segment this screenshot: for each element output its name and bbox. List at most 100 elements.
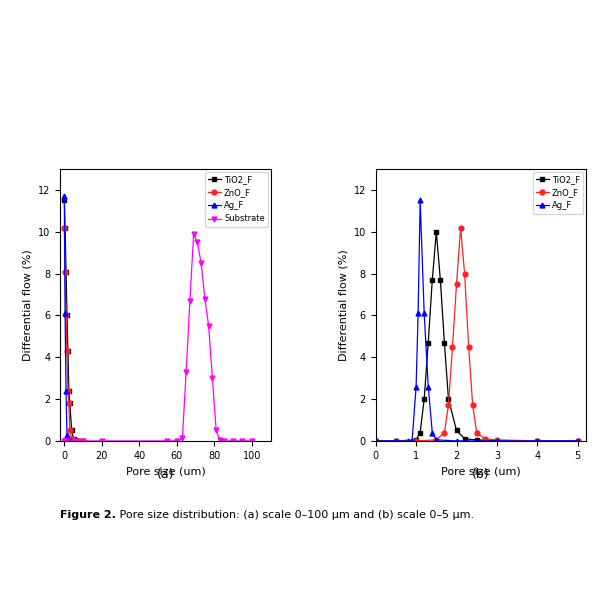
- ZnO_F: [79, 437, 86, 445]
- Substrate: [205, 323, 212, 330]
- Substrate: [209, 374, 216, 382]
- ZnO_F: [449, 343, 456, 350]
- TiO2_F: [417, 429, 424, 436]
- ZnO_F: [63, 347, 71, 355]
- Ag_F: [420, 310, 428, 317]
- Substrate: [213, 427, 220, 434]
- Substrate: [182, 368, 190, 376]
- TiO2_F: [432, 228, 440, 236]
- Substrate: [62, 437, 69, 445]
- Line: ZnO_F: ZnO_F: [373, 225, 580, 443]
- Ag_F: [68, 437, 76, 445]
- Ag_F: [414, 310, 422, 317]
- ZnO_F: [392, 437, 399, 445]
- Legend: TiO2_F, ZnO_F, Ag_F: TiO2_F, ZnO_F, Ag_F: [533, 172, 583, 214]
- ZnO_F: [76, 437, 83, 445]
- ZnO_F: [574, 437, 582, 445]
- Ag_F: [405, 437, 412, 445]
- TiO2_F: [429, 276, 436, 283]
- Ag_F: [429, 429, 436, 436]
- Line: Ag_F: Ag_F: [62, 194, 76, 443]
- Substrate: [98, 437, 105, 445]
- ZnO_F: [534, 437, 541, 445]
- Substrate: [220, 437, 227, 445]
- TiO2_F: [66, 400, 74, 407]
- Text: Figure 2.: Figure 2.: [60, 510, 117, 521]
- Substrate: [60, 437, 68, 445]
- ZnO_F: [62, 312, 69, 319]
- ZnO_F: [62, 268, 69, 275]
- Substrate: [248, 437, 255, 445]
- TiO2_F: [445, 396, 452, 403]
- TiO2_F: [65, 387, 72, 394]
- Substrate: [179, 435, 186, 442]
- Substrate: [201, 295, 208, 303]
- Ag_F: [62, 310, 69, 317]
- ZnO_F: [461, 270, 468, 277]
- Line: ZnO_F: ZnO_F: [62, 225, 85, 443]
- Y-axis label: Differential flow (%): Differential flow (%): [23, 249, 33, 361]
- TiO2_F: [574, 437, 582, 445]
- TiO2_F: [76, 437, 83, 445]
- ZnO_F: [372, 437, 379, 445]
- Ag_F: [62, 387, 69, 394]
- ZnO_F: [469, 402, 477, 409]
- TiO2_F: [441, 339, 448, 346]
- X-axis label: Pore size (um): Pore size (um): [441, 466, 521, 476]
- TiO2_F: [62, 268, 69, 275]
- Ag_F: [413, 383, 420, 390]
- ZnO_F: [473, 429, 480, 436]
- Substrate: [216, 436, 223, 443]
- ZnO_F: [481, 435, 489, 443]
- ZnO_F: [453, 280, 460, 288]
- ZnO_F: [61, 224, 68, 231]
- X-axis label: Pore size (um): Pore size (um): [126, 466, 205, 476]
- Line: Substrate: Substrate: [62, 231, 254, 443]
- ZnO_F: [493, 436, 501, 443]
- TiO2_F: [72, 436, 79, 443]
- Substrate: [239, 437, 246, 445]
- Substrate: [164, 437, 171, 445]
- Text: Pore size distribution: (a) scale 0–100 μm and (b) scale 0–5 μm.: Pore size distribution: (a) scale 0–100 …: [117, 510, 474, 521]
- TiO2_F: [437, 276, 444, 283]
- Y-axis label: Differential flow (%): Differential flow (%): [338, 249, 348, 361]
- Ag_F: [432, 436, 440, 443]
- TiO2_F: [70, 435, 77, 443]
- Text: (a): (a): [157, 468, 174, 481]
- Ag_F: [61, 193, 68, 200]
- TiO2_F: [61, 197, 68, 204]
- TiO2_F: [79, 437, 86, 445]
- TiO2_F: [534, 437, 541, 445]
- Ag_F: [66, 437, 74, 445]
- ZnO_F: [432, 436, 440, 443]
- ZnO_F: [68, 435, 76, 443]
- TiO2_F: [68, 427, 76, 434]
- ZnO_F: [441, 429, 448, 436]
- Line: TiO2_F: TiO2_F: [373, 230, 580, 443]
- TiO2_F: [372, 437, 379, 445]
- Substrate: [190, 230, 198, 237]
- ZnO_F: [66, 427, 74, 434]
- Substrate: [194, 239, 201, 246]
- ZnO_F: [465, 343, 472, 350]
- Substrate: [79, 437, 86, 445]
- Ag_F: [70, 437, 77, 445]
- TiO2_F: [453, 427, 460, 434]
- Ag_F: [372, 437, 379, 445]
- Ag_F: [453, 437, 460, 445]
- ZnO_F: [413, 437, 420, 445]
- Substrate: [173, 437, 181, 445]
- Ag_F: [417, 197, 424, 204]
- ZnO_F: [445, 402, 452, 409]
- Ag_F: [493, 437, 501, 445]
- Ag_F: [574, 437, 582, 445]
- TiO2_F: [493, 437, 501, 445]
- ZnO_F: [70, 436, 77, 443]
- TiO2_F: [425, 339, 432, 346]
- TiO2_F: [62, 224, 69, 231]
- Legend: TiO2_F, ZnO_F, Ag_F, Substrate: TiO2_F, ZnO_F, Ag_F, Substrate: [205, 172, 268, 226]
- Ag_F: [64, 436, 71, 443]
- Substrate: [198, 260, 205, 267]
- ZnO_F: [72, 437, 79, 445]
- TiO2_F: [461, 435, 468, 443]
